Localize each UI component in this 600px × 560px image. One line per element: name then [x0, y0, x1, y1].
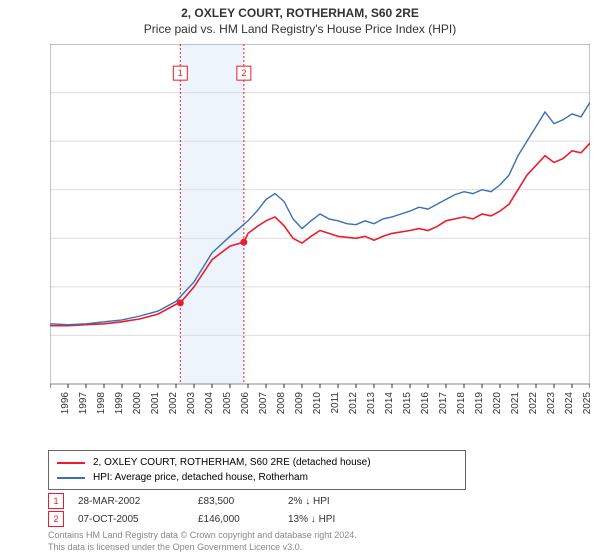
chart-svg: £0£50K£100K£150K£200K£250K£300K£350K1995… [50, 44, 590, 444]
svg-text:1996: 1996 [60, 392, 71, 415]
marker-badge: 1 [48, 493, 64, 509]
svg-text:2025: 2025 [582, 392, 590, 415]
svg-text:2017: 2017 [438, 392, 449, 415]
svg-text:2005: 2005 [222, 392, 233, 415]
marker-price: £146,000 [198, 514, 288, 525]
svg-text:2024: 2024 [564, 392, 575, 415]
svg-text:2023: 2023 [546, 392, 557, 415]
svg-text:1995: 1995 [50, 392, 53, 415]
marker-date: 07-OCT-2005 [78, 514, 198, 525]
svg-text:2011: 2011 [330, 392, 341, 414]
chart-container: 2, OXLEY COURT, ROTHERHAM, S60 2RE Price… [0, 0, 600, 560]
legend: 2, OXLEY COURT, ROTHERHAM, S60 2RE (deta… [48, 450, 466, 490]
legend-item: 2, OXLEY COURT, ROTHERHAM, S60 2RE (deta… [57, 455, 457, 470]
sale-marker-row: 1 28-MAR-2002 £83,500 2% ↓ HPI [48, 492, 378, 510]
svg-text:2013: 2013 [366, 392, 377, 415]
legend-swatch-hpi [57, 477, 85, 479]
footer-line: Contains HM Land Registry data © Crown c… [48, 530, 357, 542]
svg-text:2021: 2021 [510, 392, 521, 415]
svg-text:2010: 2010 [312, 392, 323, 415]
svg-text:2004: 2004 [204, 392, 215, 415]
marker-date: 28-MAR-2002 [78, 496, 198, 507]
marker-price: £83,500 [198, 496, 288, 507]
svg-text:2019: 2019 [474, 392, 485, 415]
svg-text:2020: 2020 [492, 392, 503, 415]
svg-text:2008: 2008 [276, 392, 287, 415]
legend-item: HPI: Average price, detached house, Roth… [57, 470, 457, 485]
svg-text:2007: 2007 [258, 392, 269, 415]
svg-text:2012: 2012 [348, 392, 359, 415]
footer-line: This data is licensed under the Open Gov… [48, 542, 357, 554]
svg-text:2000: 2000 [132, 392, 143, 415]
svg-text:2009: 2009 [294, 392, 305, 415]
title-block: 2, OXLEY COURT, ROTHERHAM, S60 2RE Price… [0, 0, 600, 36]
svg-text:2014: 2014 [384, 392, 395, 415]
svg-text:2018: 2018 [456, 392, 467, 415]
chart-area: £0£50K£100K£150K£200K£250K£300K£350K1995… [50, 44, 590, 404]
legend-swatch-subject [57, 462, 85, 464]
svg-text:2016: 2016 [420, 392, 431, 415]
svg-text:1997: 1997 [78, 392, 89, 415]
legend-label: HPI: Average price, detached house, Roth… [93, 470, 308, 485]
sale-marker-row: 2 07-OCT-2005 £146,000 13% ↓ HPI [48, 510, 378, 528]
svg-text:2022: 2022 [528, 392, 539, 415]
footer: Contains HM Land Registry data © Crown c… [48, 530, 357, 553]
svg-text:1998: 1998 [96, 392, 107, 415]
svg-text:1: 1 [178, 68, 183, 78]
svg-text:2006: 2006 [240, 392, 251, 415]
svg-text:2003: 2003 [186, 392, 197, 415]
svg-text:2015: 2015 [402, 392, 413, 415]
sale-markers: 1 28-MAR-2002 £83,500 2% ↓ HPI 2 07-OCT-… [48, 492, 378, 528]
title-main: 2, OXLEY COURT, ROTHERHAM, S60 2RE [0, 6, 600, 20]
svg-text:1999: 1999 [114, 392, 125, 415]
title-sub: Price paid vs. HM Land Registry's House … [0, 22, 600, 36]
svg-text:2: 2 [241, 68, 246, 78]
marker-delta: 2% ↓ HPI [288, 496, 378, 507]
svg-text:2001: 2001 [150, 392, 161, 415]
marker-badge: 2 [48, 511, 64, 527]
svg-text:2002: 2002 [168, 392, 179, 415]
legend-label: 2, OXLEY COURT, ROTHERHAM, S60 2RE (deta… [93, 455, 371, 470]
marker-delta: 13% ↓ HPI [288, 514, 378, 525]
